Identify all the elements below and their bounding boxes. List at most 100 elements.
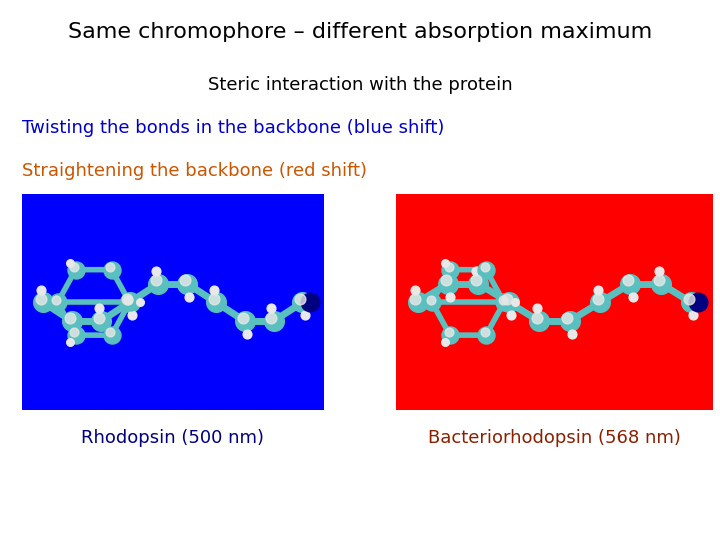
Point [410,285,421,294]
Point [68,262,80,271]
Point [95,317,107,326]
Point [237,314,248,322]
Point [35,285,47,294]
Point [153,279,164,288]
Point [531,314,543,322]
Point [93,314,104,322]
Point [68,328,80,337]
Point [304,298,315,307]
Point [688,311,699,320]
Point [479,262,490,271]
Point [443,262,454,271]
Point [210,298,222,307]
Point [592,285,603,294]
Text: Straightening the backbone (red shift): Straightening the backbone (red shift) [22,162,366,180]
Point [498,298,510,307]
Point [266,314,277,322]
Point [135,298,146,307]
Point [181,279,193,288]
Text: Rhodopsin (500 nm): Rhodopsin (500 nm) [81,429,264,447]
Point [208,285,220,294]
Point [64,314,76,322]
Point [531,304,543,313]
Point [440,276,451,285]
Point [625,279,636,288]
Point [564,317,575,326]
Text: Steric interaction with the protein: Steric interaction with the protein [207,76,513,93]
Point [655,279,667,288]
Point [52,298,63,307]
Point [562,314,573,322]
Point [66,317,78,326]
Point [126,311,138,320]
Point [479,328,490,337]
Point [93,304,104,313]
Point [50,295,62,304]
Point [426,298,438,307]
Point [594,298,606,307]
Point [480,265,492,274]
Point [299,311,310,320]
Point [623,276,634,285]
Point [653,266,665,275]
Point [425,295,436,304]
Point [443,328,454,337]
Point [184,292,195,301]
Point [438,338,451,347]
Point [35,295,47,303]
Point [122,295,134,304]
Point [124,298,135,307]
Point [294,295,306,303]
Point [412,298,423,307]
Point [501,295,513,303]
Point [444,265,456,274]
Point [104,262,116,271]
Point [150,266,162,275]
Point [444,331,456,340]
Point [70,331,81,340]
Point [693,298,704,307]
Point [505,311,517,320]
Point [497,295,508,304]
Point [503,298,515,307]
Point [439,258,451,267]
Text: Twisting the bonds in the backbone (blue shift): Twisting the bonds in the backbone (blue… [22,119,444,137]
Point [65,258,76,267]
Point [410,295,421,303]
Point [106,265,117,274]
Point [472,279,484,288]
FancyBboxPatch shape [396,194,713,410]
Point [70,265,81,274]
Point [685,298,697,307]
Point [592,295,603,303]
Point [268,317,279,326]
Point [444,292,456,301]
Point [104,328,116,337]
Point [122,295,133,303]
Point [65,338,76,347]
Point [239,317,251,326]
Point [566,330,577,339]
Point [266,304,277,313]
Point [124,298,135,307]
Point [683,295,695,303]
Point [297,298,308,307]
Point [509,298,521,307]
Point [470,276,482,285]
Point [241,330,253,339]
Point [208,295,220,303]
Point [150,276,162,285]
Point [68,330,80,339]
Text: Bacteriorhodopsin (568 nm): Bacteriorhodopsin (568 nm) [428,429,681,447]
Point [627,292,639,301]
Point [480,331,492,340]
Point [37,298,49,307]
Point [442,279,454,288]
Point [534,317,545,326]
Text: Same chromophore – different absorption maximum: Same chromophore – different absorption … [68,22,652,42]
Point [106,331,117,340]
Point [653,276,665,285]
FancyBboxPatch shape [22,194,324,410]
Point [179,276,191,285]
Point [470,266,482,275]
